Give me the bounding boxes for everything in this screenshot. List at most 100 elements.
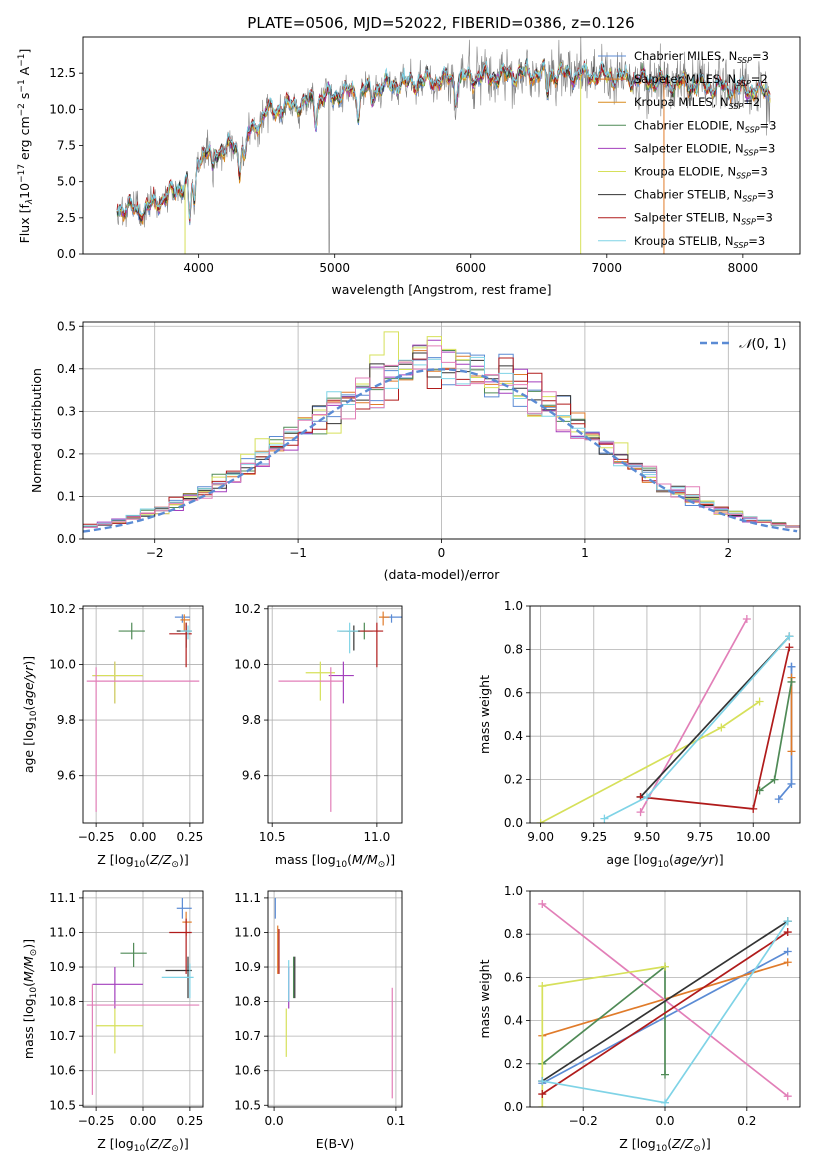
mass-weight-line [541, 931, 789, 1095]
mass-weight-marker [755, 697, 764, 706]
mass-weight-line [541, 920, 789, 1082]
mass-weight-marker [787, 662, 796, 671]
errorbar-point [92, 661, 143, 704]
figure-title: PLATE=0506, MJD=52022, FIBERID=0386, z=0… [247, 14, 634, 32]
mass-weight-marker [600, 814, 609, 823]
y-tick-label: 10.7 [49, 1029, 76, 1043]
errorbar-point [169, 918, 192, 974]
plot-area [116, 37, 771, 254]
axes-frame [82, 36, 801, 255]
y-tick-label: 0.2 [504, 1057, 523, 1071]
y-tick-label: 0.2 [504, 773, 523, 787]
x-tick-label: 7000 [592, 261, 623, 275]
errorbar-point [96, 1008, 143, 1054]
y-tick-label: 0.0 [504, 816, 523, 830]
mass-weight-marker [749, 804, 758, 813]
plot-area [274, 897, 393, 1099]
y-axis-label: age [log10(age/yr)] [21, 656, 39, 773]
mass-weight-line [541, 903, 789, 1097]
panel-spectrum: 4000 5000 6000 7000 8000 0.0 2.5 5.0 7.5 10.0 12.5… [17, 36, 801, 297]
errorbar-point [92, 967, 143, 1009]
x-tick-label: 9.50 [634, 830, 661, 844]
panels: 4000 5000 6000 7000 80000.02.55.07.510.012.5… [17, 36, 801, 1154]
x-tick-label: 0.0 [265, 1114, 284, 1128]
y-tick-label: 12.5 [49, 66, 76, 80]
y-tick-label: 10.6 [49, 1064, 76, 1078]
mass-weight-marker [661, 1070, 669, 1079]
x-tick-label: 0.0 [655, 1114, 674, 1128]
errorbar-point [86, 984, 200, 1095]
residual-histogram [83, 331, 800, 527]
y-tick-label: 0.0 [504, 1100, 523, 1114]
x-axis-label: Z [log10(Z/Z⊙)] [619, 1136, 710, 1154]
errorbar-point [328, 661, 354, 704]
y-tick-label: 0.4 [504, 729, 523, 743]
y-tick-label: 11.0 [49, 925, 76, 939]
y-tick-label: 10.2 [49, 602, 76, 616]
y-tick-label: 0.4 [57, 362, 76, 376]
panel-mass-vs-Z: −0.25 0.00 0.25 10.5 10.6 10.7 10.8 10.9 11.0 11.… [21, 890, 204, 1154]
mass-weight-marker [783, 928, 792, 937]
axes-frame [82, 321, 801, 540]
x-tick-label: 9.25 [580, 830, 607, 844]
x-tick-label: 9.00 [527, 830, 554, 844]
mass-weight-marker [742, 615, 751, 624]
mass-weight-marker [783, 917, 792, 926]
y-tick-label: 10.6 [234, 1064, 261, 1078]
legend-entry: Kroupa STELIB, NSSP=3 [634, 234, 765, 250]
x-tick-label: 8000 [728, 261, 759, 275]
mass-weight-marker [783, 947, 792, 956]
spectrum-model-line [116, 58, 771, 219]
y-tick-label: 10.5 [49, 1098, 76, 1112]
x-tick-label: −0.25 [78, 830, 115, 844]
panel-residuals: −2 −1 0 1 2 0.0 0.1 0.2 0.3 0.4 0.5 𝒩(0, 1) (data-mo… [29, 319, 801, 582]
y-axis-label: mass [log10(M/M⊙)] [21, 939, 39, 1059]
x-tick-label: 9.75 [687, 830, 714, 844]
y-tick-label: 11.1 [49, 891, 76, 905]
legend-entry: Chabrier MILES, NSSP=3 [634, 49, 769, 65]
errorbar-point [161, 963, 194, 999]
errorbar-point [383, 614, 402, 623]
axes-frame [529, 605, 801, 824]
x-axis-label: E(B-V) [316, 1136, 355, 1151]
errorbar-point [174, 614, 190, 623]
x-tick-label: −1 [289, 546, 307, 560]
y-tick-label: 0.3 [57, 404, 76, 418]
x-tick-label: 0.25 [177, 830, 204, 844]
x-axis-label: (data-model)/error [384, 567, 501, 582]
axes-frame [529, 890, 801, 1108]
x-tick-label: 0 [438, 546, 446, 560]
x-tick-label: 10.00 [736, 830, 770, 844]
x-tick-label: 0.25 [177, 1114, 204, 1128]
mass-weight-line [639, 618, 748, 813]
x-tick-label: 2 [724, 546, 732, 560]
y-tick-label: 0.8 [504, 642, 523, 656]
y-tick-label: 0.0 [57, 532, 76, 546]
x-tick-label: 0.1 [386, 1114, 405, 1128]
errorbar-point [92, 661, 143, 704]
errorbar-point [180, 614, 190, 632]
x-tick-label: −0.2 [569, 1114, 598, 1128]
residual-histogram [83, 345, 800, 528]
mass-weight-marker [787, 677, 796, 686]
mass-weight-marker [774, 795, 783, 804]
y-axis-label: Normed distribution [29, 368, 44, 493]
y-tick-label: 9.8 [57, 713, 76, 727]
spectrum-legend: Chabrier MILES, NSSP=3 Salpeter MILES, NS… [598, 49, 776, 250]
y-tick-label: 0.2 [57, 447, 76, 461]
x-tick-label: −0.25 [78, 1114, 115, 1128]
errorbar-point [278, 667, 344, 812]
mass-weight-marker [785, 632, 794, 641]
mass-weight-marker [783, 1092, 792, 1101]
grid [83, 606, 203, 823]
y-tick-label: 10.7 [234, 1029, 261, 1043]
mass-weight-marker [785, 643, 794, 652]
x-tick-label: 11.0 [364, 830, 391, 844]
x-tick-label: 0.00 [130, 830, 157, 844]
panel-massweight-vs-Z: −0.2 0.0 0.2 0.0 0.2 0.4 0.6 0.8 1.0 Z [log10(Z/Z… [477, 884, 801, 1154]
axes-frame [82, 605, 204, 824]
x-axis-label: Z [log10(Z/Z⊙)] [97, 1136, 188, 1154]
mass-weight-marker [642, 792, 651, 801]
y-tick-label: 2.5 [57, 211, 76, 225]
